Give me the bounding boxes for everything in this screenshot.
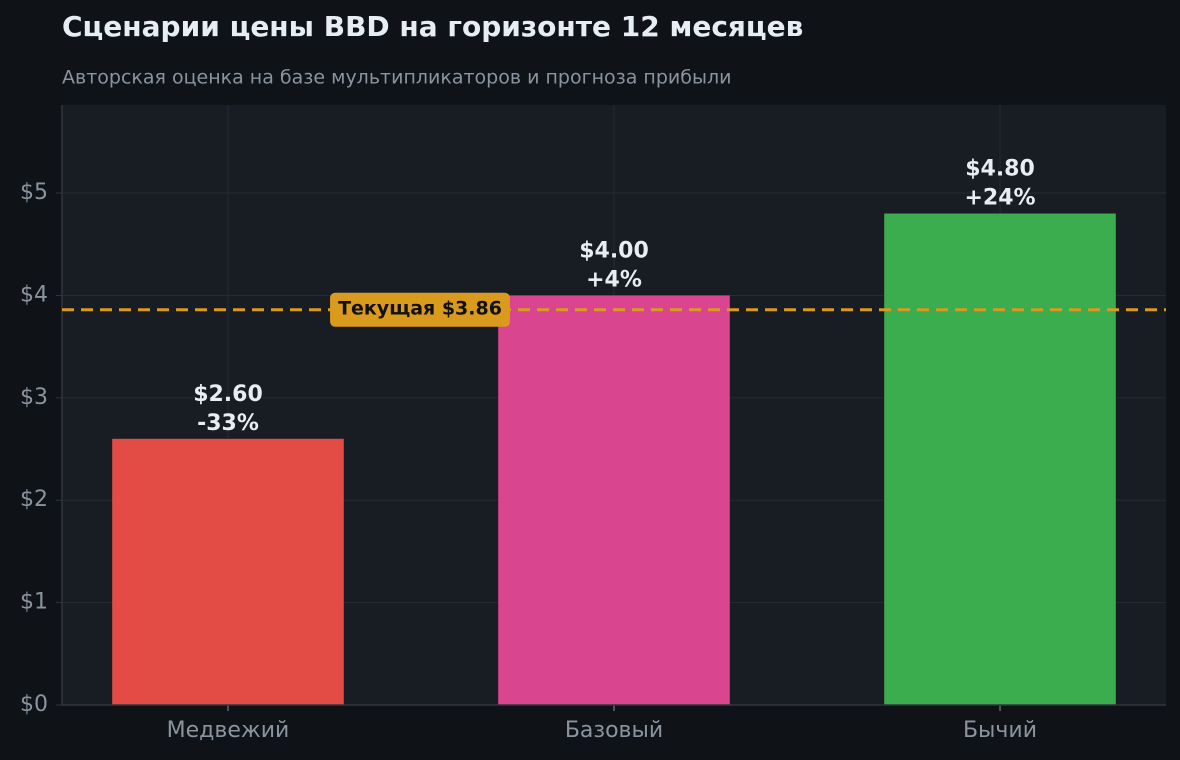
y-tick-label: $0	[20, 692, 48, 717]
change-label: +24%	[964, 186, 1035, 211]
y-tick-label: $5	[20, 180, 48, 205]
reference-label: Текущая $3.86	[338, 297, 502, 319]
x-tick-label: Бычий	[963, 718, 1037, 743]
x-tick-label: Базовый	[565, 718, 663, 743]
chart-title: Сценарии цены BBD на горизонте 12 месяце…	[62, 10, 803, 43]
change-label: -33%	[197, 411, 259, 436]
bar	[112, 438, 344, 705]
y-tick-label: $4	[20, 282, 48, 307]
value-label: $4.00	[579, 238, 649, 263]
y-tick-label: $1	[20, 590, 48, 615]
bar	[498, 295, 730, 705]
y-tick-label: $2	[20, 487, 48, 512]
reference-label-box	[330, 292, 510, 327]
bar	[884, 213, 1116, 706]
value-label: $2.60	[193, 382, 263, 407]
y-tick-label: $3	[20, 385, 48, 410]
chart-subtitle: Авторская оценка на базе мультипликаторо…	[62, 67, 731, 89]
x-tick-label: Медвежий	[167, 718, 290, 743]
change-label: +4%	[586, 267, 642, 292]
value-label: $4.80	[965, 157, 1035, 182]
